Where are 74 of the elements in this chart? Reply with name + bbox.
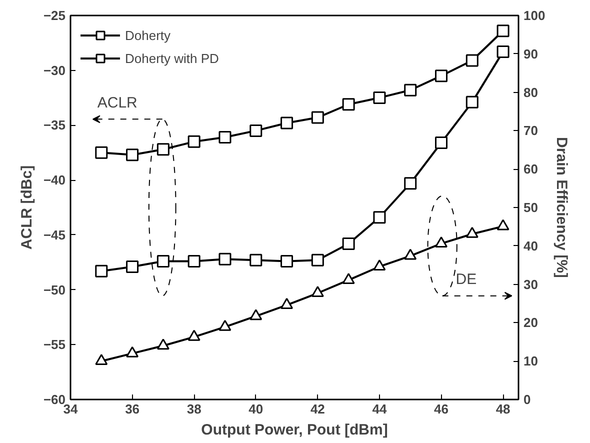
x-tick-label: 42	[310, 402, 325, 416]
point	[496, 24, 510, 38]
point	[188, 135, 200, 148]
y-tick-label: −50	[43, 282, 66, 298]
annotation: ACLR	[97, 94, 138, 112]
y-tick-label: −40	[43, 172, 66, 188]
y2-tick-label: 10	[524, 354, 538, 369]
point	[404, 84, 417, 96]
point	[280, 116, 294, 130]
point	[311, 111, 324, 124]
x-axis-title: Output Power, Pout [dBm]	[201, 422, 388, 438]
point	[156, 143, 170, 156]
y2-tick-label: 100	[524, 8, 546, 23]
y-tick-label: −35	[43, 118, 66, 133]
point	[404, 177, 417, 190]
point	[373, 211, 386, 224]
annotation: DE	[456, 271, 477, 288]
y-tick-label: −55	[43, 337, 66, 352]
point	[342, 272, 355, 284]
point	[280, 298, 294, 309]
point	[188, 255, 200, 268]
point	[466, 226, 478, 238]
y2-tick-label: 70	[524, 123, 538, 138]
point	[373, 260, 386, 271]
point	[126, 346, 139, 358]
point	[188, 330, 200, 341]
y-tick-label: −30	[43, 62, 66, 78]
point	[496, 219, 510, 230]
point	[218, 131, 232, 144]
x-tick-label: 48	[496, 402, 510, 416]
point	[218, 320, 232, 331]
x-tick-label: 40	[248, 402, 264, 416]
point	[435, 236, 448, 248]
point	[466, 54, 478, 67]
point	[95, 264, 108, 278]
x-tick-label: 36	[125, 402, 140, 416]
y2-tick-label: 50	[524, 200, 538, 215]
y2-tick-label: 90	[524, 46, 538, 62]
point	[156, 338, 170, 350]
y-axis-title: ACLR [dBc]	[18, 165, 36, 250]
point	[250, 124, 262, 137]
point	[250, 254, 262, 266]
point	[466, 96, 478, 108]
y2-tick-label: 30	[524, 276, 538, 292]
point	[280, 255, 294, 268]
point	[126, 148, 139, 162]
point	[311, 254, 324, 266]
y2-tick-label: 40	[524, 238, 538, 254]
point	[250, 309, 262, 320]
point	[342, 98, 355, 111]
point	[373, 92, 386, 104]
y-tick-label: −25	[43, 8, 66, 23]
legend-label: Doherty with PD	[125, 50, 219, 66]
point	[342, 237, 355, 250]
point	[126, 260, 139, 273]
y2-tick-label: 80	[524, 84, 538, 100]
point	[218, 252, 232, 266]
legend-label: Doherty	[125, 28, 171, 42]
y2-axis-title: Drain Efficiency [%]	[553, 137, 570, 278]
y2-tick-label: 0	[524, 392, 531, 407]
y2-tick-label: 60	[524, 162, 538, 177]
point	[311, 286, 324, 298]
point	[496, 45, 510, 58]
point	[95, 354, 108, 366]
point	[435, 70, 448, 82]
point	[95, 146, 108, 159]
y2-tick-label: 20	[524, 315, 538, 330]
x-tick-label: 44	[372, 402, 388, 416]
x-tick-label: 46	[434, 402, 448, 416]
y-tick-label: −45	[43, 227, 66, 242]
point	[435, 136, 448, 150]
point	[156, 255, 170, 268]
point	[404, 248, 417, 260]
x-tick-label: 38	[186, 402, 202, 416]
